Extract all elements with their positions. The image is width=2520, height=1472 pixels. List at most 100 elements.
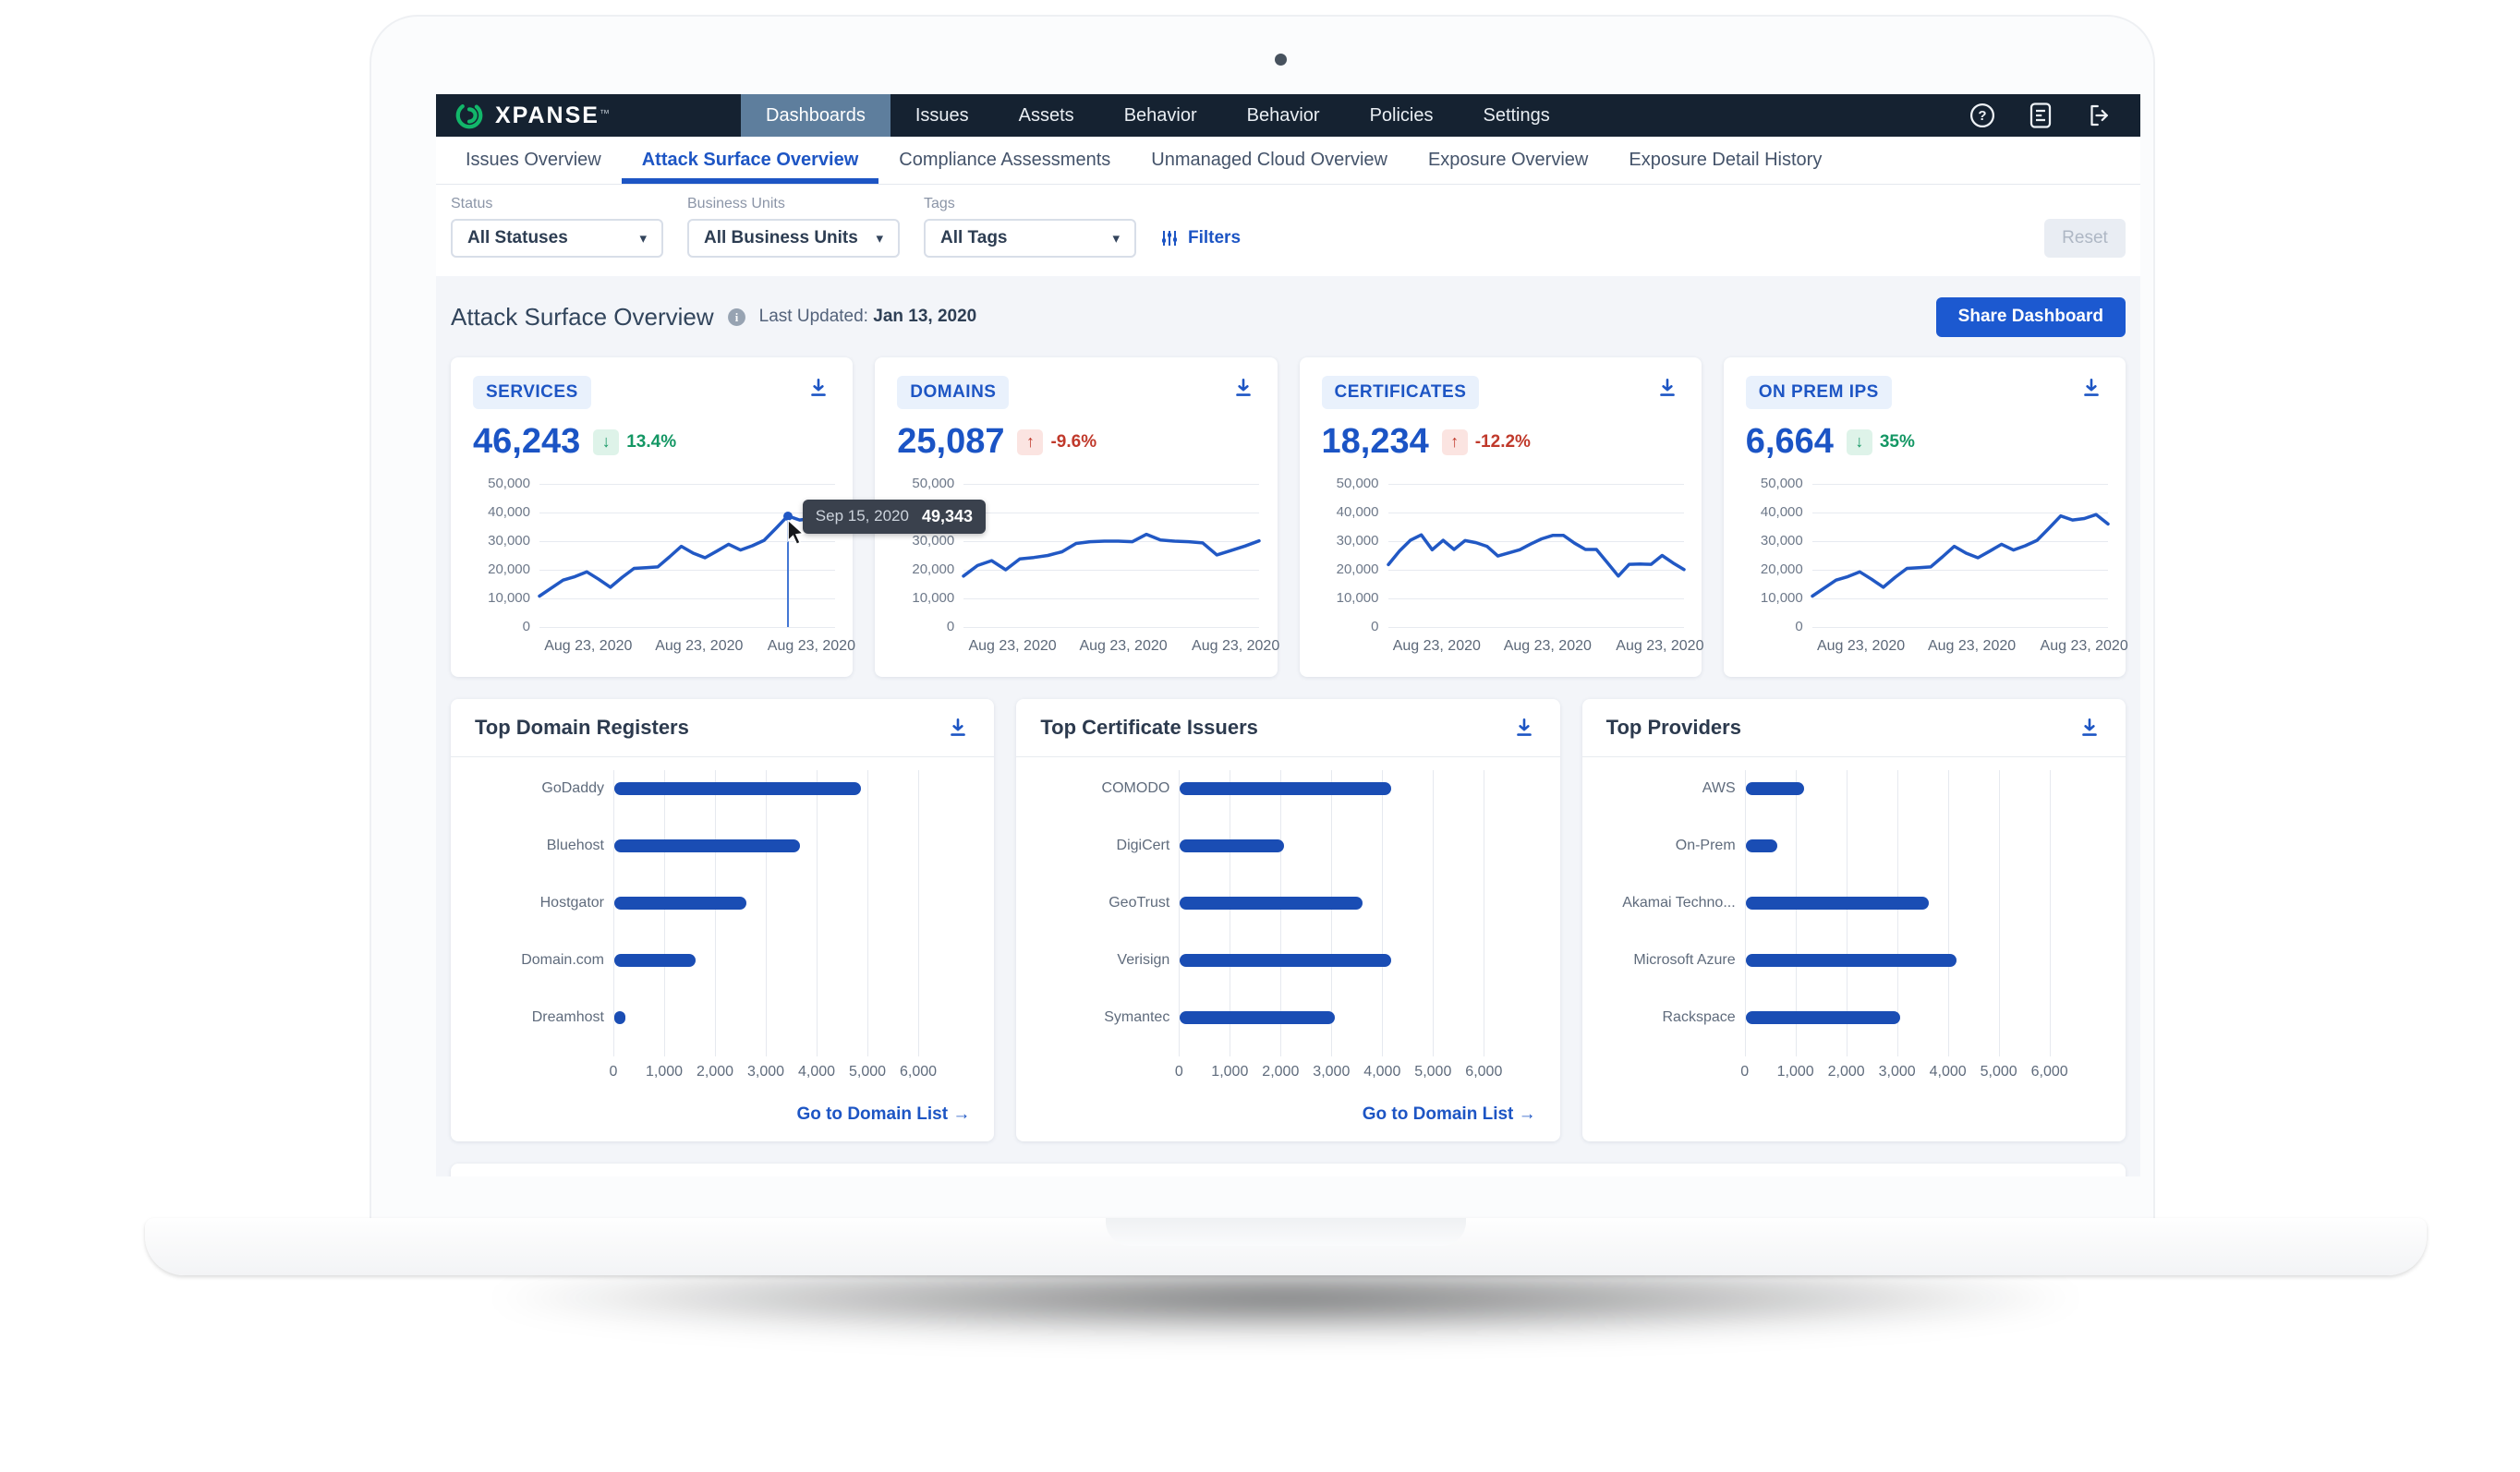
tab-exposure-detail-history[interactable]: Exposure Detail History — [1629, 150, 1823, 170]
filters-button-label: Filters — [1188, 228, 1242, 247]
on-prem-ips-trend-chart[interactable]: 50,000 40,000 30,000 20,000 10,000 0 Aug 23, 2… — [1746, 476, 2128, 661]
bar-category-label: Akamai Techno... — [1622, 895, 1736, 911]
top-domain-registers-chart[interactable]: 0 1,000 2,000 3,000 4,000 5,000 6,000 GoDaddy Bl… — [475, 763, 985, 1088]
tags-select[interactable]: All Tags ▾ — [924, 219, 1136, 258]
x-axis-tick: 0 — [1740, 1064, 1750, 1080]
logo-text: XPANSE — [495, 102, 600, 128]
trend-line — [1386, 533, 1686, 578]
gridline — [918, 770, 919, 1056]
bar — [1745, 897, 1929, 910]
certificates-trend-chart[interactable]: 50,000 40,000 30,000 20,000 10,000 0 Aug 23, 2… — [1322, 476, 1704, 661]
stat-cards-row: SERVICES 46,243 ↓ 13.4% — [451, 357, 2128, 677]
top-certificate-issuers-chart[interactable]: 0 1,000 2,000 3,000 4,000 5,000 6,000 COMODO Dig… — [1040, 763, 1550, 1088]
download-icon[interactable] — [1512, 716, 1536, 740]
tab-compliance-assessments[interactable]: Compliance Assessments — [899, 150, 1111, 170]
y-axis-tick: 40,000 — [1336, 504, 1379, 520]
go-to-domain-list-link[interactable]: Go to Domain List → — [796, 1104, 971, 1124]
status-filter-group: Status All Statuses ▾ — [451, 196, 663, 258]
logo-trademark: ™ — [599, 108, 610, 120]
gridline — [1998, 770, 2000, 1056]
bar-category-label: Microsoft Azure — [1633, 952, 1736, 968]
y-axis-tick: 40,000 — [1760, 504, 1803, 520]
trend-up-icon: ↑ — [1441, 428, 1468, 455]
bar-category-label: On-Prem — [1675, 838, 1736, 853]
gridline — [963, 627, 1260, 628]
report-icon[interactable] — [2028, 102, 2054, 129]
gridline — [1947, 770, 1949, 1056]
help-icon[interactable]: ? — [1969, 102, 1996, 129]
tooltip-value: 49,343 — [921, 506, 974, 525]
y-axis-tick: 20,000 — [488, 561, 530, 577]
sign-out-icon[interactable] — [2085, 102, 2113, 129]
go-to-domain-list-link[interactable]: Go to Domain List → — [1362, 1104, 1536, 1124]
filters-button[interactable]: Filters — [1160, 219, 1241, 258]
gridline — [1811, 541, 2108, 542]
laptop-notch — [1106, 1218, 1466, 1246]
nav-item-policies[interactable]: Policies — [1369, 104, 1434, 126]
bar-category-label: GeoTrust — [1109, 895, 1170, 911]
y-axis-tick: 20,000 — [1336, 561, 1379, 577]
gridline — [1811, 627, 2108, 628]
nav-item-behavior[interactable]: Behavior — [1123, 104, 1197, 126]
download-icon[interactable] — [806, 376, 830, 400]
share-dashboard-button[interactable]: Share Dashboard — [1935, 296, 2126, 337]
services-trend-chart[interactable]: 50,000 40,000 30,000 20,000 10,000 0 Aug 23, 2… — [473, 476, 987, 661]
top-providers-chart[interactable]: 0 1,000 2,000 3,000 4,000 5,000 6,000 AWS On-Pre… — [1606, 763, 2116, 1088]
x-axis-tick: Aug 23, 2020 — [968, 638, 1057, 654]
nav-item-assets[interactable]: Assets — [1018, 104, 1074, 126]
card-top-domain-registers: Top Domain Registers 0 1,000 2,000 3,000 4,0… — [451, 699, 995, 1141]
bar-category-label: Hostgator — [539, 895, 604, 911]
nav-item-dashboards[interactable]: Dashboards — [741, 94, 890, 137]
bar-category-label: Bluehost — [546, 838, 604, 853]
trend-down-icon: ↓ — [1846, 428, 1872, 455]
card-domains: DOMAINS 25,087 ↑ -9.6% — [875, 357, 1279, 677]
tab-issues-overview[interactable]: Issues Overview — [466, 150, 601, 170]
download-icon[interactable] — [2079, 376, 2103, 400]
card-top-providers: Top Providers 0 1,000 2,000 3,000 4,000 5,000… — [1581, 699, 2126, 1141]
bar-category-label: AWS — [1702, 780, 1736, 796]
last-updated: Last Updated: Jan 13, 2020 — [759, 307, 977, 327]
download-icon[interactable] — [1231, 376, 1255, 400]
x-axis-tick: 5,000 — [848, 1064, 887, 1080]
top-domain-registers-title: Top Domain Registers — [475, 716, 689, 739]
x-axis-tick: Aug 23, 2020 — [1192, 638, 1280, 654]
download-icon[interactable] — [1655, 376, 1679, 400]
status-label: Status — [451, 196, 493, 211]
info-icon[interactable]: i — [727, 308, 746, 327]
tags-select-value: All Tags — [940, 228, 1008, 247]
tooltip-date: Sep 15, 2020 — [815, 507, 909, 525]
nav-item-issues[interactable]: Issues — [915, 104, 969, 126]
tab-unmanaged-cloud-overview[interactable]: Unmanaged Cloud Overview — [1151, 150, 1387, 170]
y-axis-tick: 30,000 — [488, 533, 530, 549]
business-units-select[interactable]: All Business Units ▾ — [687, 219, 900, 258]
x-axis-tick: Aug 23, 2020 — [1927, 638, 2017, 654]
tab-attack-surface-overview[interactable]: Attack Surface Overview — [622, 137, 879, 184]
tab-exposure-overview[interactable]: Exposure Overview — [1427, 150, 1589, 170]
title-row: Attack Surface Overview i Last Updated: … — [451, 296, 2126, 337]
nav-item-settings[interactable]: Settings — [1483, 104, 1550, 126]
gridline — [963, 484, 1260, 485]
laptop-base — [145, 1218, 2427, 1275]
status-select[interactable]: All Statuses ▾ — [451, 219, 663, 258]
download-icon[interactable] — [2078, 716, 2102, 740]
chevron-down-icon: ▾ — [1112, 231, 1120, 247]
page-title: Attack Surface Overview — [451, 302, 714, 331]
top-navbar: XPANSE™ Dashboards Issues Assets Behavio… — [436, 94, 2140, 137]
x-axis-tick: Aug 23, 2020 — [1392, 638, 1481, 654]
y-axis-tick: 30,000 — [1760, 533, 1803, 549]
bar — [1745, 782, 1804, 795]
nav-item-behavior-2[interactable]: Behavior — [1246, 104, 1320, 126]
bar-category-label: Symantec — [1104, 1009, 1170, 1025]
card-on-prem-ips: ON PREM IPS 6,664 ↓ 35% — [1723, 357, 2128, 677]
x-axis-tick: 1,000 — [1211, 1064, 1249, 1080]
x-axis-tick: 2,000 — [1827, 1064, 1865, 1080]
trend-down-icon: ↓ — [593, 428, 620, 455]
gridline — [1811, 570, 2108, 571]
gridline — [963, 598, 1260, 599]
download-icon[interactable] — [946, 716, 970, 740]
x-axis-tick: 6,000 — [899, 1064, 938, 1080]
reset-button[interactable]: Reset — [2044, 219, 2126, 258]
y-axis-tick: 50,000 — [1336, 476, 1379, 491]
bar-category-label: Dreamhost — [531, 1009, 604, 1025]
